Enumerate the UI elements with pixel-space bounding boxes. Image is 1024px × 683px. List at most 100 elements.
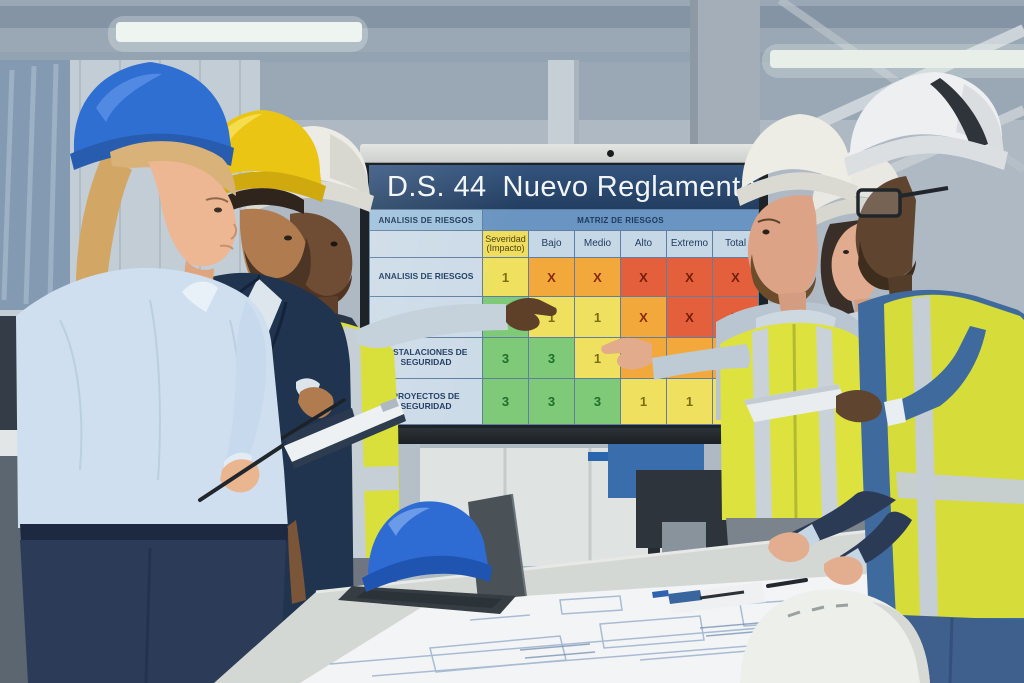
face xyxy=(148,160,237,267)
eye xyxy=(762,229,770,235)
nose-lips xyxy=(219,223,238,250)
slide-title-text: Nuevo Reglamento xyxy=(502,170,758,203)
pointing-arm-sleeve xyxy=(652,344,751,380)
column-header-medio: Medio xyxy=(575,231,620,257)
matrix-cell: X xyxy=(575,258,620,296)
clipboard-clip xyxy=(380,398,399,412)
hi-vis-vest xyxy=(884,294,1024,618)
sleeve xyxy=(792,491,896,548)
vest-stripe xyxy=(912,296,938,616)
helmet-brim xyxy=(362,555,492,592)
tv-top-bezel xyxy=(360,144,768,162)
hanging-hand xyxy=(288,520,306,604)
leaning-arms xyxy=(768,491,912,585)
vest-zip xyxy=(792,323,798,519)
matrix-cell: X xyxy=(621,297,666,337)
white-hard-hat-on-table xyxy=(740,589,930,683)
column-header-extremo: Extremo xyxy=(667,231,712,257)
eye xyxy=(214,207,222,213)
person-woman-blue-helmet xyxy=(16,62,288,683)
sweater-arm xyxy=(884,326,986,424)
helmet-shade xyxy=(872,602,930,683)
blue-shirt xyxy=(16,267,288,528)
matrix-cell: 3 xyxy=(483,379,528,424)
helmet-highlight xyxy=(388,507,430,536)
clipboard-paper xyxy=(284,398,404,462)
jeans-seam xyxy=(948,617,954,683)
matrix-cell: 1 xyxy=(667,379,712,424)
helmet-dome xyxy=(740,589,930,683)
pointing-hand xyxy=(506,298,557,331)
pointing-hand xyxy=(601,337,652,370)
matrix-cell: 1 xyxy=(575,297,620,337)
trousers xyxy=(20,540,286,683)
matrix-cell: 1 xyxy=(483,258,528,296)
blueprint-detail xyxy=(519,621,777,659)
eyebrow xyxy=(205,197,229,203)
tv-bottom-bezel xyxy=(360,428,768,444)
shirt xyxy=(244,278,282,348)
ceiling-beam xyxy=(0,52,1024,62)
beard xyxy=(750,254,816,306)
hand xyxy=(768,532,810,563)
helmet-strap xyxy=(930,78,988,150)
matrix-cell: 3 xyxy=(529,379,574,424)
helmet-brim xyxy=(844,135,1008,176)
belt xyxy=(20,524,288,542)
matrix-cell: 3 xyxy=(575,379,620,424)
matrix-cell: 3 xyxy=(483,338,528,378)
hand-holding-tablet xyxy=(836,390,882,423)
eye xyxy=(284,235,292,241)
helmet-vents xyxy=(787,603,849,618)
person-hivis-pointing-right xyxy=(601,114,870,548)
arm-sleeve xyxy=(224,300,267,470)
webcam-icon xyxy=(607,150,614,157)
vest-stripe xyxy=(816,326,838,518)
eye xyxy=(843,250,849,254)
clipboard-edge xyxy=(292,414,406,469)
loose-pen xyxy=(766,578,808,588)
pen xyxy=(274,398,346,444)
glasses xyxy=(856,188,902,218)
laptop-keyboard xyxy=(356,590,502,608)
slide-title: D.S. 44 Nuevo Reglamento xyxy=(369,165,759,209)
pointing-arm-sleeve xyxy=(356,304,508,349)
glass-streaks xyxy=(1,63,59,305)
helmet-shade xyxy=(956,84,1004,154)
helmet-brim xyxy=(736,172,858,206)
laptop-screen-edge xyxy=(511,493,527,597)
matrix-cell: X xyxy=(529,258,574,296)
blue-hard-hat xyxy=(73,62,232,156)
column-header-alto: Alto xyxy=(621,231,666,257)
vest-stripe xyxy=(896,472,1024,504)
column-header-severidad: Severidad (Impacto) xyxy=(483,231,528,257)
collar xyxy=(182,281,218,312)
duct-edge xyxy=(690,0,698,210)
hair xyxy=(226,188,304,214)
face xyxy=(747,195,818,297)
vest-stripe xyxy=(752,328,772,518)
pen xyxy=(198,444,284,502)
table-corner-header: ANALISIS DE RIESGOS xyxy=(370,210,482,230)
shirt-cuff xyxy=(884,398,906,426)
column-header-bajo: Bajo xyxy=(529,231,574,257)
helmet-shade xyxy=(330,134,370,196)
tablet xyxy=(744,384,848,422)
matrix-cell: X xyxy=(667,258,712,296)
glasses-temple xyxy=(899,186,949,198)
clipboard-clip xyxy=(668,590,702,604)
eye xyxy=(330,241,338,247)
column-header-empty xyxy=(370,231,482,257)
strip-light xyxy=(770,50,1024,68)
trouser-seam xyxy=(144,547,152,683)
white-clipboard-held xyxy=(284,398,406,469)
blue-pen xyxy=(652,590,669,598)
pen-on-clipboard xyxy=(699,590,745,600)
eyebrow xyxy=(757,218,781,224)
helmet-highlight xyxy=(96,73,162,122)
hand xyxy=(824,556,863,585)
matrix-cell: X xyxy=(621,258,666,296)
clipboard-on-table xyxy=(668,582,766,614)
row-label: ANALISIS DE RIESGOS xyxy=(370,258,482,296)
